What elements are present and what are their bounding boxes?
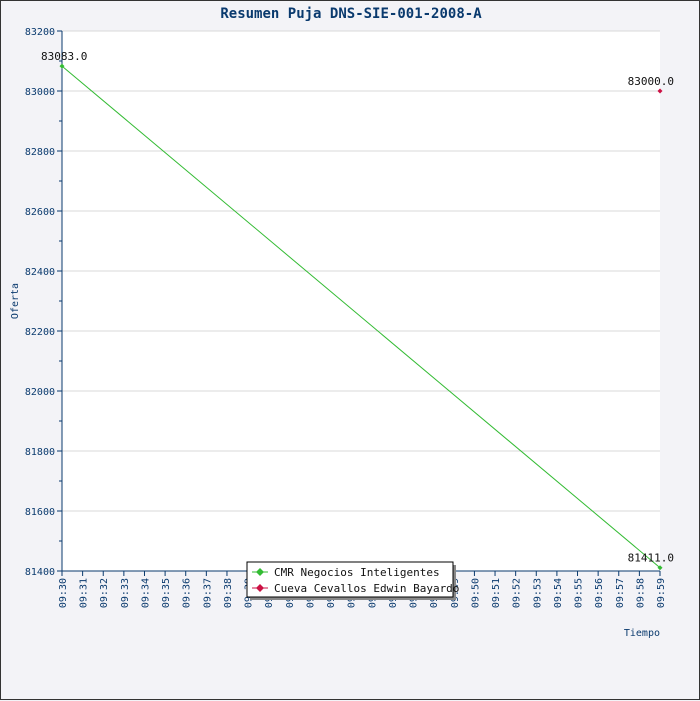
grid xyxy=(62,30,660,512)
y-tick-label: 81400 xyxy=(25,567,55,578)
x-tick-label: 09:31 xyxy=(79,578,90,608)
data-point xyxy=(657,565,663,571)
plot-area xyxy=(62,31,660,571)
x-tick-label: 09:54 xyxy=(553,578,564,608)
plot-background xyxy=(62,31,660,571)
data-label: 81411.0 xyxy=(628,552,674,565)
y-tick-label: 82400 xyxy=(25,267,55,278)
x-tick-label: 09:38 xyxy=(223,578,234,608)
data-point xyxy=(657,88,663,94)
series-1: 83083.0 81411.0 xyxy=(41,50,674,571)
x-tick-label: 09:50 xyxy=(470,578,481,608)
legend-label: Cueva Cevallos Edwin Bayardo xyxy=(274,582,459,595)
x-tick-label: 09:36 xyxy=(182,578,193,608)
legend-label: CMR Negocios Inteligentes xyxy=(274,566,440,579)
x-tick-label: 09:33 xyxy=(120,578,131,608)
y-axis-label: Oferta xyxy=(10,283,21,319)
series-2: 83000.0 xyxy=(628,75,674,94)
legend: CMR Negocios Inteligentes Cueva Cevallos … xyxy=(246,561,459,600)
x-tick-label: 09:53 xyxy=(532,578,543,608)
x-tick-label: 09:55 xyxy=(574,578,585,608)
x-tick-label: 09:30 xyxy=(58,578,69,608)
x-tick-label: 09:59 xyxy=(656,578,667,608)
series-layer: 83083.0 81411.0 83000.0 xyxy=(41,50,674,571)
x-tick-label: 09:34 xyxy=(140,578,151,608)
y-axis-ticks: 81400 81600 81800 82000 82200 82400 82600 82800… xyxy=(25,27,55,578)
x-tick-label: 09:32 xyxy=(99,578,110,608)
x-tick-label: 09:56 xyxy=(594,578,605,608)
data-label: 83000.0 xyxy=(628,75,674,88)
series-line xyxy=(61,65,661,569)
data-label: 83083.0 xyxy=(41,50,87,63)
legend-item-2: Cueva Cevallos Edwin Bayardo xyxy=(252,582,459,595)
chart-title: Resumen Puja DNS-SIE-001-2008-A xyxy=(220,6,482,22)
y-tick-label: 83200 xyxy=(25,27,55,38)
x-tick-label: 09:37 xyxy=(202,578,213,608)
y-tick-label: 82800 xyxy=(25,147,55,158)
x-tick-label: 09:57 xyxy=(615,578,626,608)
y-tick-label: 81600 xyxy=(25,507,55,518)
legend-marker xyxy=(256,584,264,592)
y-tick-label: 82000 xyxy=(25,387,55,398)
y-tick-label: 82200 xyxy=(25,327,55,338)
data-point xyxy=(59,63,65,69)
legend-item-1: CMR Negocios Inteligentes xyxy=(252,566,440,579)
y-tick-label: 81800 xyxy=(25,447,55,458)
legend-box xyxy=(246,561,454,598)
x-axis-label: Tiempo xyxy=(624,628,660,639)
x-tick-label: 09:51 xyxy=(491,578,502,608)
y-tick-label: 82600 xyxy=(25,207,55,218)
x-tick-label: 09:52 xyxy=(512,578,523,608)
legend-marker xyxy=(256,568,264,576)
x-tick-label: 09:35 xyxy=(161,578,172,608)
x-tick-label: 09:58 xyxy=(635,578,646,608)
y-tick-label: 83000 xyxy=(25,87,55,98)
